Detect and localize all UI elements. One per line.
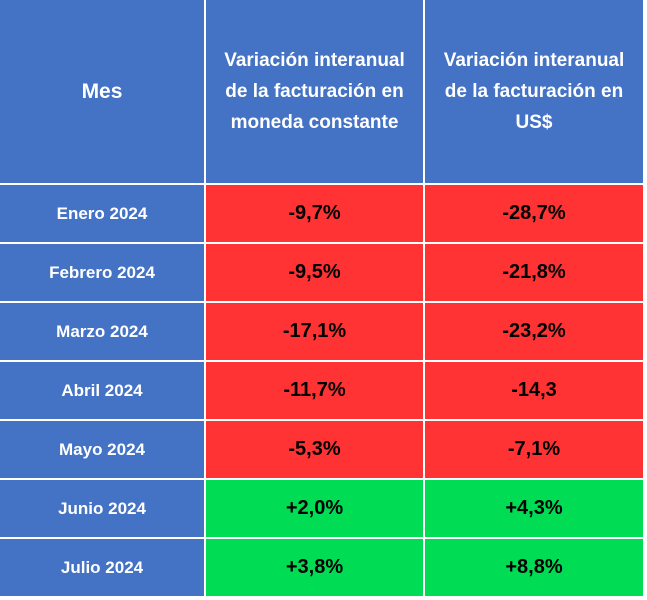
- usd-cell: +8,8%: [425, 539, 645, 598]
- usd-cell: -7,1%: [425, 421, 645, 480]
- usd-cell: +4,3%: [425, 480, 645, 539]
- month-cell: Febrero 2024: [0, 244, 206, 303]
- table-row: Mayo 2024 -5,3% -7,1%: [0, 421, 645, 480]
- month-cell: Marzo 2024: [0, 303, 206, 362]
- constant-currency-cell: -11,7%: [206, 362, 425, 421]
- constant-currency-cell: -9,7%: [206, 185, 425, 244]
- table-row: Febrero 2024 -9,5% -21,8%: [0, 244, 645, 303]
- table-row: Marzo 2024 -17,1% -23,2%: [0, 303, 645, 362]
- header-usd: Variación interanual de la facturación e…: [425, 0, 645, 185]
- table-row: Junio 2024 +2,0% +4,3%: [0, 480, 645, 539]
- table-body: Enero 2024 -9,7% -28,7% Febrero 2024 -9,…: [0, 185, 645, 598]
- constant-currency-cell: -5,3%: [206, 421, 425, 480]
- table-header-row: Mes Variación interanual de la facturaci…: [0, 0, 645, 185]
- usd-cell: -21,8%: [425, 244, 645, 303]
- month-cell: Junio 2024: [0, 480, 206, 539]
- header-month: Mes: [0, 0, 206, 185]
- usd-cell: -28,7%: [425, 185, 645, 244]
- header-constant-currency-label: Variación interanual de la facturación e…: [224, 50, 405, 133]
- constant-currency-cell: -9,5%: [206, 244, 425, 303]
- usd-cell: -23,2%: [425, 303, 645, 362]
- header-constant-currency: Variación interanual de la facturación e…: [206, 0, 425, 185]
- table-row: Enero 2024 -9,7% -28,7%: [0, 185, 645, 244]
- month-cell: Abril 2024: [0, 362, 206, 421]
- constant-currency-cell: +2,0%: [206, 480, 425, 539]
- month-cell: Julio 2024: [0, 539, 206, 598]
- header-usd-label: Variación interanual de la facturación e…: [443, 50, 625, 133]
- table-row: Abril 2024 -11,7% -14,3: [0, 362, 645, 421]
- constant-currency-cell: +3,8%: [206, 539, 425, 598]
- usd-cell: -14,3: [425, 362, 645, 421]
- month-cell: Enero 2024: [0, 185, 206, 244]
- table-row: Julio 2024 +3,8% +8,8%: [0, 539, 645, 598]
- month-cell: Mayo 2024: [0, 421, 206, 480]
- constant-currency-cell: -17,1%: [206, 303, 425, 362]
- header-month-label: Mes: [81, 80, 123, 103]
